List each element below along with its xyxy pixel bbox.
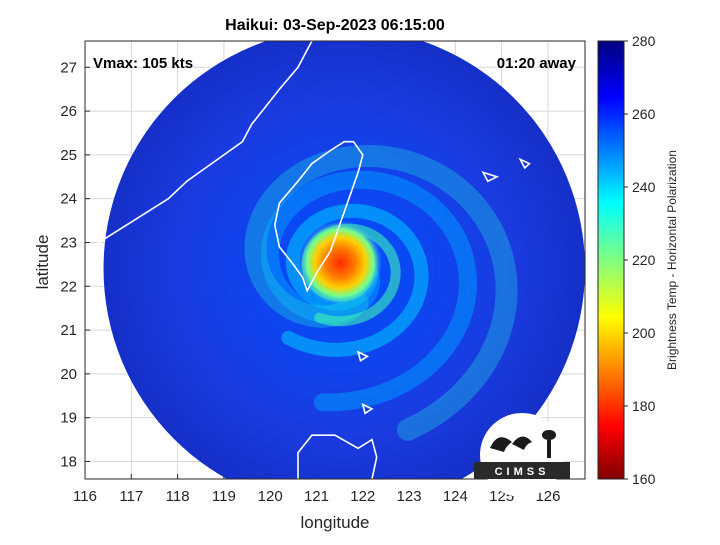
y-tick-label: 21 (60, 322, 77, 339)
logo-backdrop (480, 413, 564, 497)
coastline-island (356, 350, 370, 362)
coastline-island (518, 157, 531, 170)
colorbar-tick-label: 240 (632, 179, 656, 195)
coastline-luzon (297, 434, 378, 479)
time-away-annotation: 01:20 away (497, 55, 577, 72)
colorbar (597, 40, 625, 480)
vmax-annotation: Vmax: 105 kts (93, 55, 193, 72)
y-tick-label: 20 (60, 366, 77, 383)
x-tick-label: 124 (443, 488, 468, 505)
colorbar-tick-label: 220 (632, 252, 656, 268)
x-tick-label: 126 (535, 488, 560, 505)
x-tick-label: 118 (166, 488, 190, 505)
logo-tower-pole (547, 440, 551, 458)
x-tick-label: 120 (258, 488, 283, 505)
coastline-island (481, 171, 500, 183)
y-tick-label: 19 (60, 410, 77, 427)
coastline-mainland (85, 41, 313, 252)
y-tick-labels: 18 19 20 21 22 23 24 25 26 27 (60, 59, 77, 470)
colorbar-tick-label: 200 (632, 325, 656, 341)
y-tick-label: 22 (60, 278, 77, 295)
logo-text: CIMSS (495, 466, 550, 478)
cimss-logo: CIMSS (474, 413, 570, 497)
logo-banner (474, 462, 570, 479)
y-tick-label: 18 (60, 453, 77, 470)
y-tick-label: 23 (60, 234, 77, 251)
logo-dish-icon-2 (512, 436, 532, 450)
x-tick-label: 121 (304, 488, 329, 505)
x-tick-label: 116 (73, 488, 97, 505)
coastline-taiwan (273, 140, 364, 293)
eyewall-region (298, 220, 383, 305)
x-tick-label: 119 (212, 488, 236, 505)
colorbar-tick-label: 260 (632, 106, 656, 122)
coastlines (85, 41, 531, 479)
chart-title: Haikui: 03-Sep-2023 06:15:00 (225, 17, 445, 34)
y-tick-label: 24 (60, 191, 77, 208)
x-tick-label: 122 (350, 488, 375, 505)
y-tick-label: 25 (60, 147, 77, 164)
x-tick-labels: 116 117 118 119 120 121 122 123 124 125 126 (73, 488, 560, 505)
x-axis-label: longitude (300, 513, 369, 532)
colorbar-label: Brightness Temp - Horizontal Polarizatio… (665, 150, 679, 370)
colorbar-tick-labels: 280 260 240 220 200 180 160 (624, 33, 656, 487)
logo-tower-icon (542, 430, 556, 440)
x-tick-label: 117 (119, 488, 143, 505)
y-tick-label: 27 (60, 59, 77, 76)
plot-frame (84, 40, 586, 480)
rain-band (260, 170, 477, 412)
brightness-field (85, 41, 585, 479)
colorbar-tick-label: 160 (632, 471, 656, 487)
y-axis-label: latitude (33, 235, 52, 290)
logo-dish-icon (490, 437, 512, 452)
colorbar-tick-label: 280 (632, 33, 656, 49)
colorbar-tick-label: 180 (632, 398, 656, 414)
coastline-island (361, 403, 374, 415)
x-tick-label: 123 (397, 488, 422, 505)
y-tick-label: 26 (60, 103, 77, 120)
